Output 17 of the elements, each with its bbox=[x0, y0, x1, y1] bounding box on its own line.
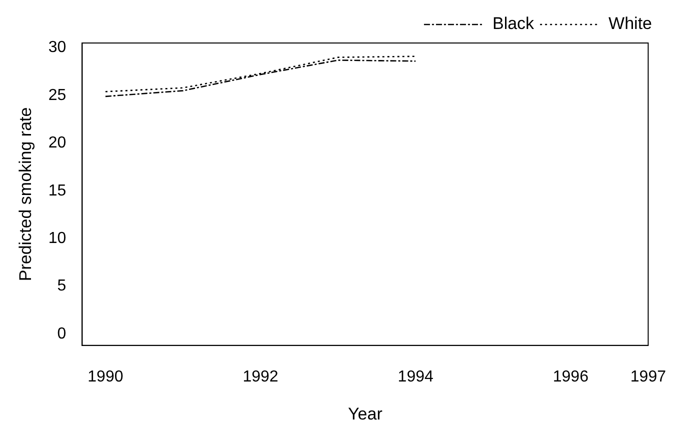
x-tick-label: 1994 bbox=[398, 368, 434, 386]
y-tick-label: 25 bbox=[48, 86, 66, 104]
y-tick-label: 30 bbox=[48, 39, 66, 56]
legend-label: Black bbox=[492, 14, 535, 34]
y-tick-label: 15 bbox=[48, 182, 66, 200]
y-axis-title: Predicted smoking rate bbox=[16, 107, 35, 282]
x-tick-label: 1992 bbox=[242, 368, 278, 386]
x-tick-label: 1990 bbox=[88, 368, 124, 386]
x-tick-label: 1996 bbox=[552, 368, 589, 386]
legend-label: White bbox=[608, 14, 652, 34]
y-tick-label: 5 bbox=[57, 278, 66, 295]
line-series bbox=[104, 60, 416, 98]
x-axis-title: Year bbox=[348, 404, 383, 424]
x-tick-label: 1997 bbox=[630, 368, 666, 386]
y-tick-label: 10 bbox=[48, 230, 66, 247]
y-tick-label: 20 bbox=[48, 134, 66, 152]
y-tick-label: 0 bbox=[57, 325, 66, 342]
